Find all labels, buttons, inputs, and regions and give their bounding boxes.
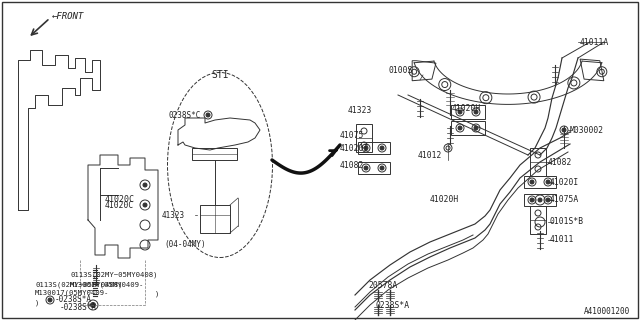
Circle shape xyxy=(458,110,462,114)
Circle shape xyxy=(364,166,368,170)
Circle shape xyxy=(380,146,384,150)
Circle shape xyxy=(48,298,52,302)
Bar xyxy=(356,124,372,152)
Text: M130017(05MY0409-: M130017(05MY0409- xyxy=(70,282,145,288)
Text: (04-04MY): (04-04MY) xyxy=(164,241,206,250)
Text: M030002: M030002 xyxy=(570,125,604,134)
Text: 0101S*B: 0101S*B xyxy=(550,218,584,227)
Text: 41323: 41323 xyxy=(162,211,185,220)
Bar xyxy=(524,176,556,188)
Circle shape xyxy=(380,166,384,170)
Bar xyxy=(358,162,390,174)
Bar xyxy=(200,205,230,233)
Text: 41011A: 41011A xyxy=(580,37,609,46)
Text: 41075A: 41075A xyxy=(550,196,579,204)
Circle shape xyxy=(562,128,566,132)
Text: 0100S: 0100S xyxy=(388,66,412,75)
Text: 41020I: 41020I xyxy=(550,178,579,187)
Circle shape xyxy=(206,113,210,117)
Text: 0238S*C: 0238S*C xyxy=(168,110,200,119)
Text: A410001200: A410001200 xyxy=(584,308,630,316)
Circle shape xyxy=(143,183,147,187)
Circle shape xyxy=(530,198,534,202)
Circle shape xyxy=(474,110,478,114)
Text: M130017(05MY0409-: M130017(05MY0409- xyxy=(35,290,109,296)
Circle shape xyxy=(458,126,462,130)
Text: 20578A: 20578A xyxy=(368,281,397,290)
Text: 41020H: 41020H xyxy=(452,103,481,113)
Circle shape xyxy=(546,180,550,184)
Bar xyxy=(192,148,237,160)
Text: 0238S*A: 0238S*A xyxy=(375,300,409,309)
Text: 41082: 41082 xyxy=(340,161,364,170)
Bar xyxy=(451,121,485,135)
Text: 0113S(02MY~05MY0408): 0113S(02MY~05MY0408) xyxy=(35,282,122,288)
Text: 41020C: 41020C xyxy=(105,196,135,204)
Text: 41075: 41075 xyxy=(340,131,364,140)
Text: 0113S(02MY~05MY0408): 0113S(02MY~05MY0408) xyxy=(70,272,157,278)
Text: 41020C: 41020C xyxy=(105,201,134,210)
Circle shape xyxy=(474,126,478,130)
Text: ): ) xyxy=(35,300,127,306)
Text: 41020I: 41020I xyxy=(340,143,369,153)
Text: 41020H: 41020H xyxy=(430,196,460,204)
Bar xyxy=(451,105,485,119)
Text: 41012: 41012 xyxy=(418,150,442,159)
Bar xyxy=(530,206,546,234)
Text: 41082: 41082 xyxy=(548,157,572,166)
Text: ←FRONT: ←FRONT xyxy=(52,12,84,20)
Circle shape xyxy=(143,203,147,207)
Circle shape xyxy=(530,180,534,184)
Text: ): ) xyxy=(155,291,159,297)
Bar xyxy=(524,194,556,206)
Text: 41011: 41011 xyxy=(550,236,574,244)
Circle shape xyxy=(538,198,542,202)
Text: -0238S*A: -0238S*A xyxy=(60,303,97,313)
Text: STI: STI xyxy=(211,70,229,80)
Circle shape xyxy=(546,198,550,202)
Text: 41323: 41323 xyxy=(348,106,372,115)
Bar xyxy=(358,142,390,154)
Circle shape xyxy=(90,302,95,308)
Bar xyxy=(530,148,546,176)
Text: -0238S*A: -0238S*A xyxy=(55,295,92,305)
Circle shape xyxy=(364,146,368,150)
